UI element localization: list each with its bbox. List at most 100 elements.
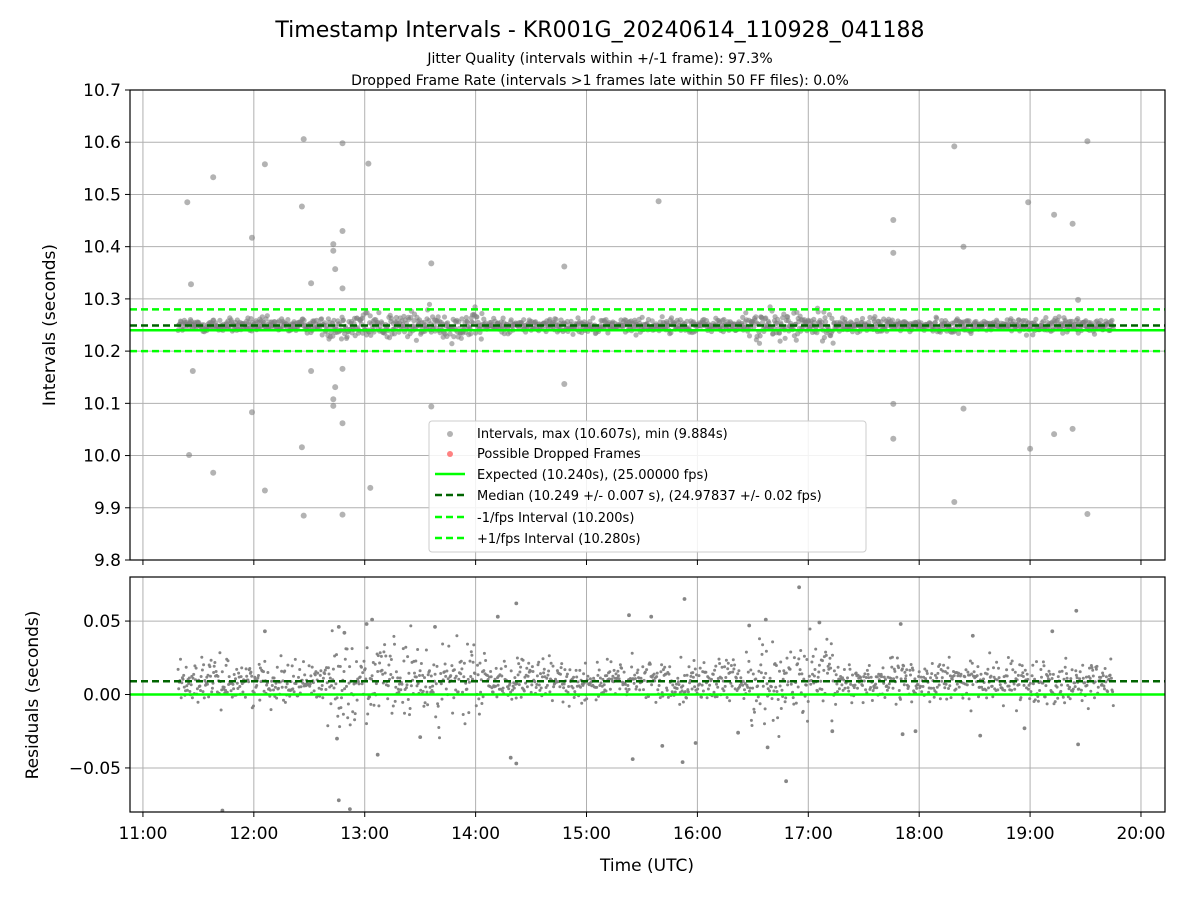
data-point [822, 668, 826, 672]
data-point [224, 663, 228, 667]
data-point [980, 685, 984, 689]
data-point [1085, 683, 1089, 687]
data-point [408, 713, 411, 717]
data-point [1019, 696, 1023, 700]
data-point [335, 653, 338, 657]
data-point [515, 656, 519, 660]
data-point [521, 658, 525, 662]
data-point [200, 655, 204, 659]
data-point [1046, 674, 1050, 678]
data-point [476, 673, 480, 677]
data-point [1109, 676, 1113, 680]
data-point [722, 689, 726, 693]
data-point [464, 319, 471, 325]
data-point [796, 685, 800, 689]
data-point [437, 726, 441, 729]
data-point [459, 672, 463, 676]
data-point [977, 695, 980, 699]
data-point [449, 341, 455, 347]
data-point [835, 682, 839, 686]
data-point [572, 675, 576, 679]
outlier-point [960, 405, 967, 412]
y-tick-label: 10.0 [83, 447, 121, 467]
data-point [338, 336, 345, 342]
data-point [948, 684, 952, 688]
x-tick-label: 13:00 [340, 824, 389, 844]
outlier-point [418, 735, 423, 739]
data-point [1068, 697, 1072, 701]
data-point [990, 684, 994, 688]
data-point [496, 683, 500, 687]
data-point [756, 695, 760, 699]
data-point [238, 685, 242, 688]
data-point [1109, 317, 1115, 323]
data-point [567, 685, 571, 688]
data-point [345, 684, 348, 688]
data-point [942, 663, 946, 667]
data-point [283, 700, 287, 704]
data-point [320, 687, 323, 691]
data-point [447, 331, 453, 337]
data-point [753, 710, 756, 714]
chart-subtitle-jitter: Jitter Quality (intervals within +/-1 fr… [426, 51, 772, 67]
data-point [793, 337, 799, 343]
data-point [1104, 680, 1108, 684]
outlier-point [332, 266, 339, 273]
outlier-point [330, 402, 337, 409]
data-point [201, 690, 205, 694]
data-point [827, 662, 831, 666]
data-point [458, 335, 464, 341]
data-point [1099, 675, 1103, 679]
data-point [831, 679, 835, 683]
data-point [688, 681, 692, 685]
data-point [443, 670, 446, 674]
data-point [1021, 675, 1025, 678]
data-point [199, 689, 202, 692]
data-point [997, 676, 1001, 680]
data-point [1025, 672, 1029, 676]
data-point [538, 688, 542, 692]
data-point [899, 697, 902, 701]
data-point [705, 696, 709, 700]
data-point [965, 683, 969, 687]
data-point [479, 310, 485, 317]
data-point [452, 668, 456, 672]
data-point [477, 712, 481, 716]
y-tick-label: 9.9 [94, 499, 121, 519]
data-point [887, 686, 891, 690]
x-tick-label: 17:00 [784, 824, 833, 844]
legend-marker-dropped [447, 451, 453, 457]
data-point [317, 686, 321, 690]
data-point [330, 629, 334, 633]
data-point [1098, 317, 1104, 323]
outlier-point [300, 512, 307, 519]
data-point [1033, 698, 1037, 702]
data-point [344, 334, 350, 340]
data-point [459, 659, 463, 663]
outlier-point [249, 234, 255, 241]
data-point [388, 315, 394, 321]
data-point [500, 674, 504, 678]
data-point [526, 674, 530, 678]
outlier-point [913, 729, 918, 734]
data-point [704, 670, 708, 674]
data-point [826, 671, 829, 675]
data-point [630, 651, 634, 655]
data-point [378, 651, 382, 655]
data-point [802, 677, 806, 681]
data-point [384, 654, 388, 658]
data-point [887, 682, 891, 686]
outlier-point [330, 396, 337, 403]
data-point [590, 315, 596, 321]
data-point [736, 672, 740, 676]
data-point [368, 332, 374, 338]
data-point [721, 316, 727, 323]
data-point [321, 676, 325, 680]
data-point [252, 704, 255, 708]
data-point [378, 661, 382, 665]
outlier-point [763, 617, 768, 622]
data-point [611, 674, 615, 678]
data-point [961, 696, 965, 700]
data-point [509, 690, 513, 694]
